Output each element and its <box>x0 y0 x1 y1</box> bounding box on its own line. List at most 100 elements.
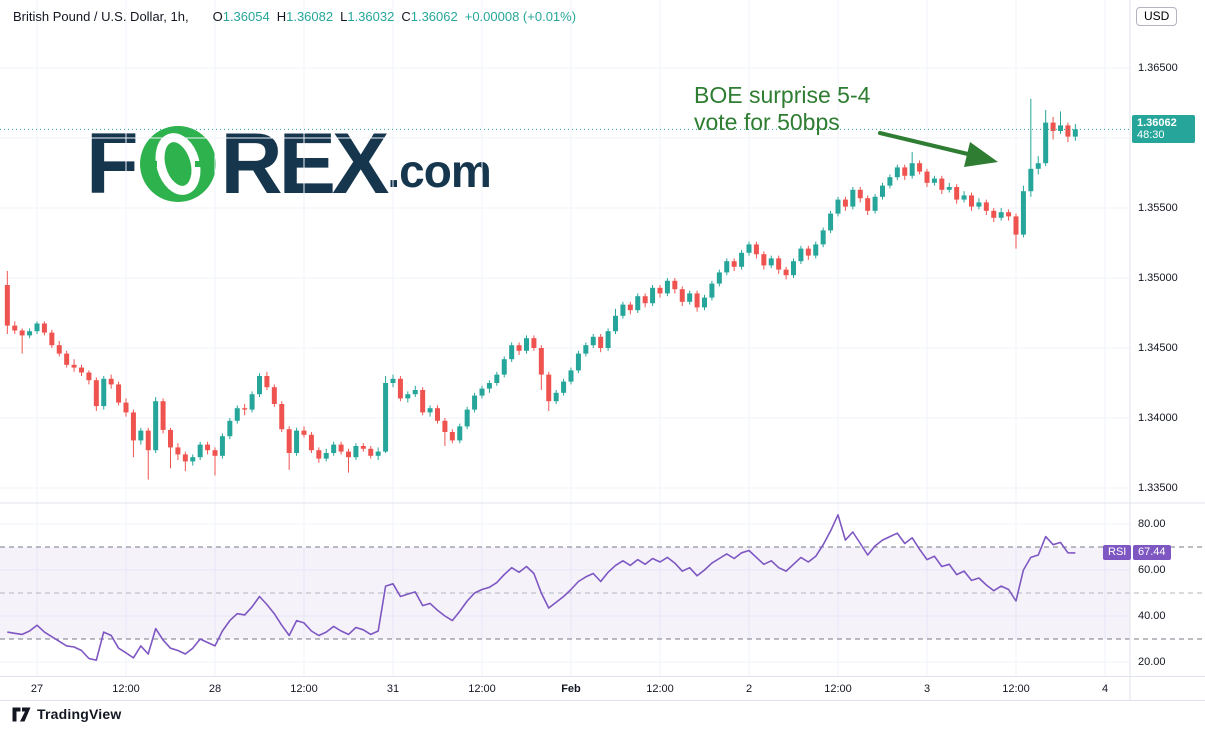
time-axis-label[interactable]: 4 <box>1101 683 1109 695</box>
candle-body <box>205 444 211 451</box>
candle-body <box>679 289 685 302</box>
candlestick-series <box>4 98 1078 480</box>
candle-body <box>308 434 314 451</box>
candle-body <box>842 199 848 207</box>
time-axis-label[interactable]: 12:00 <box>112 683 140 695</box>
time-axis-label[interactable]: 12:00 <box>290 683 318 695</box>
price-pane[interactable] <box>0 35 1130 503</box>
candle-body <box>19 330 25 336</box>
candle-body <box>1035 163 1041 169</box>
candle-body <box>479 388 485 396</box>
candle-body <box>605 331 611 348</box>
rsi-pane[interactable] <box>0 503 1130 676</box>
candle-body <box>182 454 188 462</box>
candle-body <box>946 187 952 190</box>
candle-body <box>635 296 641 311</box>
time-axis-label[interactable]: 12:00 <box>824 683 852 695</box>
candle-body <box>464 409 470 427</box>
candle-body <box>791 261 797 276</box>
candle-body <box>412 390 418 395</box>
last-price-badge: 1.36062 48:30 <box>1132 115 1195 144</box>
boe-annotation[interactable]: BOE surprise 5-4 vote for 50bps <box>694 82 870 136</box>
candle-body <box>271 387 277 404</box>
candle-body <box>1013 216 1019 235</box>
candle-body <box>397 378 403 399</box>
tradingview-brand-text: TradingView <box>37 706 122 722</box>
candle-body <box>724 261 730 273</box>
candle-body <box>650 287 656 304</box>
candle-body <box>939 178 945 190</box>
candle-body <box>1050 122 1056 131</box>
candle-body <box>850 189 856 207</box>
candle-body <box>420 390 426 413</box>
candle-body <box>546 374 552 402</box>
candle-body <box>494 374 500 383</box>
symbol-legend[interactable]: British Pound / U.S. Dollar, 1h, O1.3605… <box>13 9 583 24</box>
candle-body <box>212 450 218 456</box>
candle-body <box>612 315 618 332</box>
candle-body <box>568 370 574 382</box>
tradingview-attribution[interactable]: TradingView <box>12 706 121 722</box>
time-axis-label[interactable]: 12:00 <box>468 683 496 695</box>
candle-body <box>1072 129 1078 137</box>
candle-body <box>969 195 975 207</box>
currency-unit-button[interactable]: USD <box>1136 7 1178 26</box>
candle-body <box>687 293 693 302</box>
candle-body <box>368 448 374 456</box>
candle-body <box>880 185 886 197</box>
candle-body <box>753 244 759 255</box>
candle-body <box>130 412 136 441</box>
candle-body <box>56 345 62 354</box>
candle-body <box>1020 191 1026 235</box>
candle-body <box>664 280 670 294</box>
candle-body <box>34 323 40 332</box>
arrow-head <box>964 142 998 167</box>
rsi-axis-label: 80.00 <box>1138 518 1166 530</box>
candle-body <box>768 258 774 266</box>
rsi-axis-label: 60.00 <box>1138 564 1166 576</box>
time-axis-label[interactable]: 31 <box>386 683 400 695</box>
candle-body <box>857 189 863 199</box>
candle-body <box>1006 212 1012 217</box>
time-axis-label[interactable]: 12:00 <box>646 683 674 695</box>
candle-body <box>434 408 440 421</box>
candle-body <box>954 187 960 200</box>
candle-body <box>590 336 596 346</box>
candle-body <box>924 171 930 183</box>
candle-body <box>390 378 396 383</box>
candle-body <box>219 436 225 456</box>
watermark-letters-rex: REX <box>220 116 390 212</box>
ohlc-open: O1.36054 <box>212 9 270 24</box>
candle-body <box>798 248 804 262</box>
candle-body <box>279 404 285 430</box>
candle-body <box>486 383 492 389</box>
watermark-letter-f: F <box>86 116 139 212</box>
candle-body <box>931 178 937 183</box>
rsi-band <box>0 546 1205 640</box>
candle-body <box>301 430 307 435</box>
candle-body <box>353 446 359 458</box>
candle-body <box>197 444 203 458</box>
candle-body <box>828 213 834 231</box>
rsi-band-fill <box>0 547 1130 639</box>
candle-body <box>902 167 908 176</box>
candle-body <box>642 296 648 304</box>
time-axis-label[interactable]: 12:00 <box>1002 683 1030 695</box>
price-axis-label: 1.35500 <box>1138 202 1178 214</box>
candle-body <box>175 447 181 455</box>
rsi-axis-label: 40.00 <box>1138 610 1166 622</box>
time-axis-label[interactable]: 2 <box>745 683 753 695</box>
candle-body <box>249 394 255 410</box>
time-axis-label[interactable]: 27 <box>30 683 44 695</box>
candle-body <box>234 408 240 421</box>
candle-body <box>101 378 107 407</box>
annotation-line2: vote for 50bps <box>694 109 840 135</box>
time-axis-label[interactable]: 28 <box>208 683 222 695</box>
candle-body <box>405 394 411 399</box>
candle-body <box>716 272 722 284</box>
time-axis-label[interactable]: Feb <box>561 683 581 695</box>
candle-body <box>783 269 789 276</box>
time-axis-label[interactable]: 3 <box>923 683 931 695</box>
candle-body <box>813 244 819 256</box>
